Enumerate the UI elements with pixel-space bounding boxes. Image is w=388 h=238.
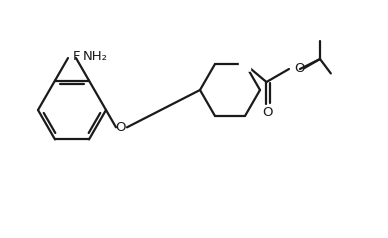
Text: O: O [294, 61, 305, 74]
Text: NH₂: NH₂ [83, 50, 108, 63]
Text: O: O [116, 121, 126, 134]
Text: N: N [240, 58, 250, 70]
Text: F: F [73, 50, 80, 63]
Text: N: N [240, 58, 250, 70]
Text: O: O [262, 105, 273, 119]
